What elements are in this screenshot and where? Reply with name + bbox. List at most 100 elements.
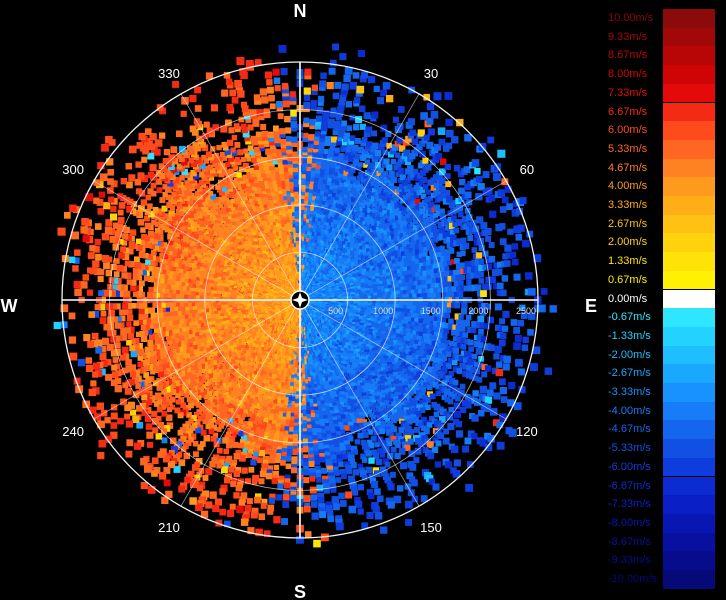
velocity-cell	[416, 217, 422, 223]
velocity-cell	[436, 321, 443, 328]
velocity-cell	[324, 242, 330, 247]
velocity-cell	[464, 261, 471, 268]
velocity-cell	[508, 382, 516, 390]
velocity-cell	[388, 291, 393, 296]
velocity-cell	[315, 115, 323, 122]
velocity-cell	[343, 202, 349, 208]
velocity-cell	[320, 274, 325, 279]
velocity-cell	[343, 153, 350, 160]
velocity-cell	[326, 195, 332, 200]
velocity-cell	[320, 167, 326, 174]
velocity-cell	[334, 81, 342, 89]
velocity-cell	[406, 270, 412, 276]
velocity-cell	[367, 152, 374, 159]
velocity-cell	[329, 169, 335, 176]
velocity-cell	[371, 252, 376, 256]
velocity-cell	[378, 294, 384, 300]
velocity-cell	[246, 498, 253, 505]
velocity-cell	[460, 250, 466, 257]
velocity-cell	[475, 175, 483, 183]
velocity-cell	[400, 315, 406, 321]
velocity-cell	[438, 138, 446, 146]
velocity-cell	[402, 289, 409, 296]
velocity-cell	[486, 263, 493, 270]
velocity-cell	[399, 183, 406, 190]
velocity-cell	[440, 312, 446, 318]
velocity-cell	[400, 462, 408, 470]
velocity-cell	[422, 184, 429, 190]
velocity-cell	[466, 273, 473, 280]
velocity-cell	[382, 273, 387, 278]
velocity-cell	[478, 410, 485, 417]
velocity-cell	[454, 292, 460, 298]
velocity-cell	[444, 254, 451, 261]
velocity-cell	[432, 483, 440, 491]
velocity-cell	[402, 195, 409, 201]
velocity-cell	[350, 153, 356, 159]
velocity-cell	[416, 223, 422, 228]
velocity-cell	[345, 166, 351, 172]
velocity-cell	[372, 202, 377, 207]
velocity-cell	[447, 217, 454, 223]
velocity-cell	[368, 492, 375, 500]
velocity-cell	[401, 216, 407, 222]
velocity-cell	[301, 164, 308, 171]
velocity-cell	[373, 193, 379, 198]
velocity-cell	[368, 242, 373, 247]
velocity-cell	[386, 164, 393, 171]
velocity-cell	[345, 190, 351, 196]
radar-plot[interactable]: 500 1000 1500 2000 2500 30601201502102403003…	[0, 0, 600, 600]
velocity-cell	[319, 84, 326, 91]
velocity-cell	[457, 280, 464, 286]
velocity-cell	[499, 206, 507, 213]
velocity-cell	[300, 197, 307, 204]
velocity-cell	[366, 187, 372, 193]
velocity-cell	[349, 192, 354, 197]
velocity-cell	[327, 515, 334, 523]
velocity-cell	[411, 285, 417, 291]
velocity-cell	[342, 206, 347, 212]
velocity-cell	[317, 228, 323, 233]
velocity-cell	[513, 225, 522, 234]
velocity-cell	[435, 440, 442, 447]
velocity-cell	[356, 165, 362, 171]
velocity-cell	[329, 184, 336, 190]
velocity-cell	[426, 245, 432, 251]
velocity-cell	[337, 189, 342, 194]
velocity-cell	[355, 245, 360, 250]
velocity-cell	[338, 131, 345, 138]
velocity-cell	[357, 162, 363, 168]
velocity-cell	[357, 484, 364, 491]
velocity-cell	[342, 285, 347, 290]
velocity-cell	[359, 123, 366, 130]
velocity-cell	[394, 250, 400, 256]
velocity-cell	[364, 205, 370, 210]
velocity-cell	[425, 240, 431, 246]
velocity-cell	[362, 243, 368, 249]
velocity-cell	[387, 189, 393, 195]
velocity-cell	[333, 199, 338, 204]
velocity-cell	[488, 194, 496, 202]
velocity-cell	[314, 273, 317, 277]
velocity-cell	[396, 235, 402, 241]
velocity-cell	[416, 293, 422, 299]
velocity-cell	[339, 287, 344, 292]
velocity-cell	[481, 303, 489, 310]
velocity-cell	[502, 310, 510, 318]
velocity-cell	[363, 173, 369, 179]
velocity-cell	[419, 305, 425, 312]
velocity-cell	[448, 202, 455, 209]
velocity-cell	[317, 221, 322, 226]
velocity-cell	[415, 254, 421, 260]
velocity-cell	[376, 259, 382, 264]
velocity-cell	[375, 189, 382, 196]
velocity-cell	[382, 303, 388, 309]
velocity-cell	[412, 273, 417, 278]
velocity-cell	[433, 230, 439, 237]
velocity-cell	[470, 327, 477, 334]
velocity-cell	[345, 178, 351, 184]
velocity-cell	[367, 219, 373, 226]
velocity-cell	[404, 249, 411, 256]
velocity-cell	[488, 242, 495, 248]
velocity-cell	[460, 268, 466, 274]
